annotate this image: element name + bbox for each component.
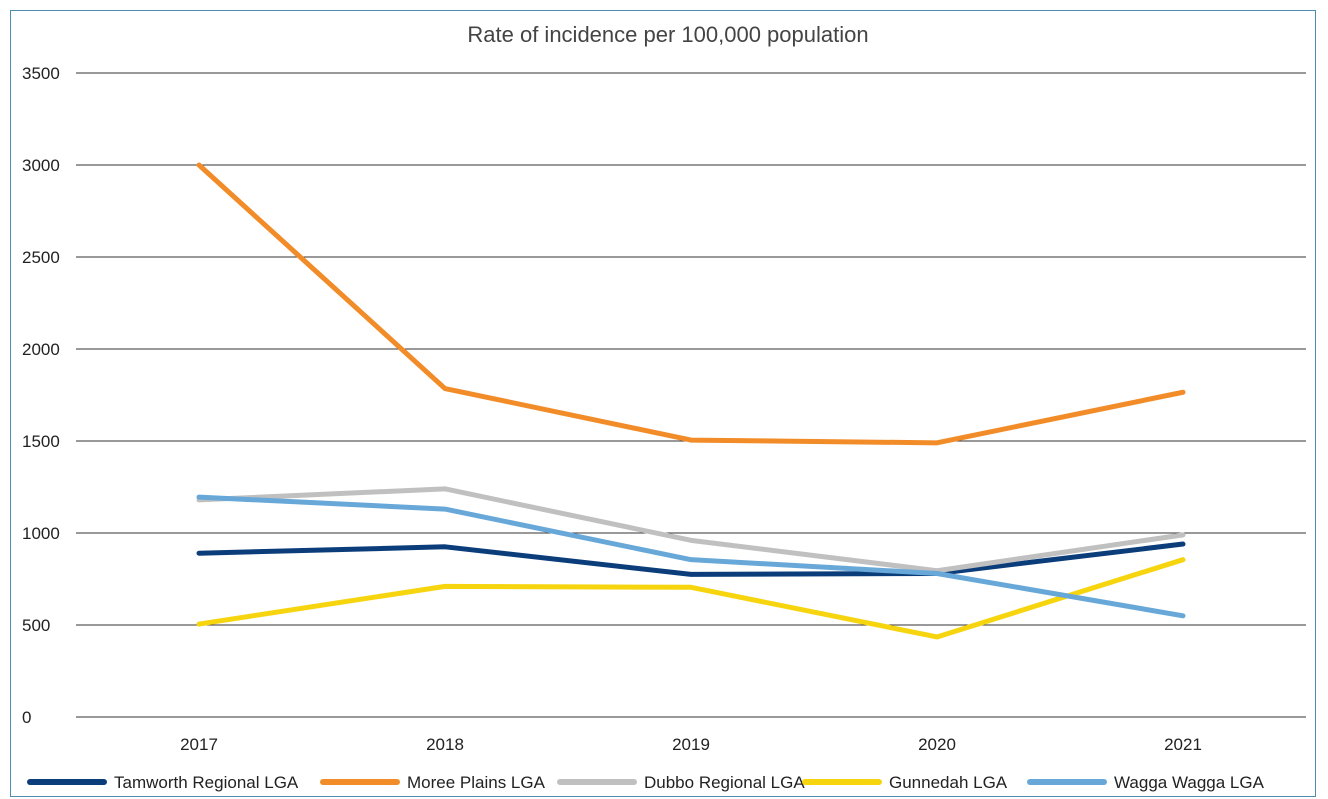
- legend: Tamworth Regional LGA Moree Plains LGA Dub…: [27, 773, 1265, 792]
- series-line-1: [196, 162, 1186, 446]
- legend-item: Moree Plains LGA: [320, 773, 546, 792]
- legend-label: Wagga Wagga LGA: [1114, 773, 1265, 792]
- legend-item: Gunnedah LGA: [802, 773, 1008, 792]
- y-tick-label: 3500: [22, 64, 60, 83]
- x-tick-label: 2017: [180, 735, 218, 754]
- legend-label: Dubbo Regional LGA: [644, 773, 805, 792]
- x-axis-ticks: 2017 2018 2019 2020 2021: [180, 735, 1202, 754]
- y-tick-label: 1000: [22, 524, 60, 543]
- series-line-2: [196, 486, 1186, 574]
- x-tick-label: 2018: [426, 735, 464, 754]
- y-tick-label: 2000: [22, 340, 60, 359]
- series-line-4: [196, 494, 1186, 619]
- series-lines: [196, 162, 1186, 640]
- y-tick-label: 3000: [22, 156, 60, 175]
- x-tick-label: 2021: [1164, 735, 1202, 754]
- x-tick-label: 2019: [672, 735, 710, 754]
- y-tick-label: 1500: [22, 432, 60, 451]
- legend-label: Tamworth Regional LGA: [114, 773, 299, 792]
- series-line-3: [196, 557, 1186, 640]
- legend-label: Moree Plains LGA: [407, 773, 546, 792]
- series-line-0: [196, 541, 1186, 577]
- y-tick-label: 500: [22, 616, 50, 635]
- y-tick-label: 2500: [22, 248, 60, 267]
- x-tick-label: 2020: [918, 735, 956, 754]
- legend-label: Gunnedah LGA: [889, 773, 1008, 792]
- legend-item: Dubbo Regional LGA: [557, 773, 805, 792]
- chart-frame: [10, 10, 1316, 797]
- legend-item: Tamworth Regional LGA: [27, 773, 299, 792]
- legend-item: Wagga Wagga LGA: [1027, 773, 1265, 792]
- grid-lines: [76, 72, 1306, 718]
- y-tick-label: 0: [22, 708, 31, 727]
- chart-title: Rate of incidence per 100,000 population: [467, 22, 868, 47]
- y-axis-ticks: 0 500 1000 1500 2000 2500 3000 3500: [22, 64, 60, 727]
